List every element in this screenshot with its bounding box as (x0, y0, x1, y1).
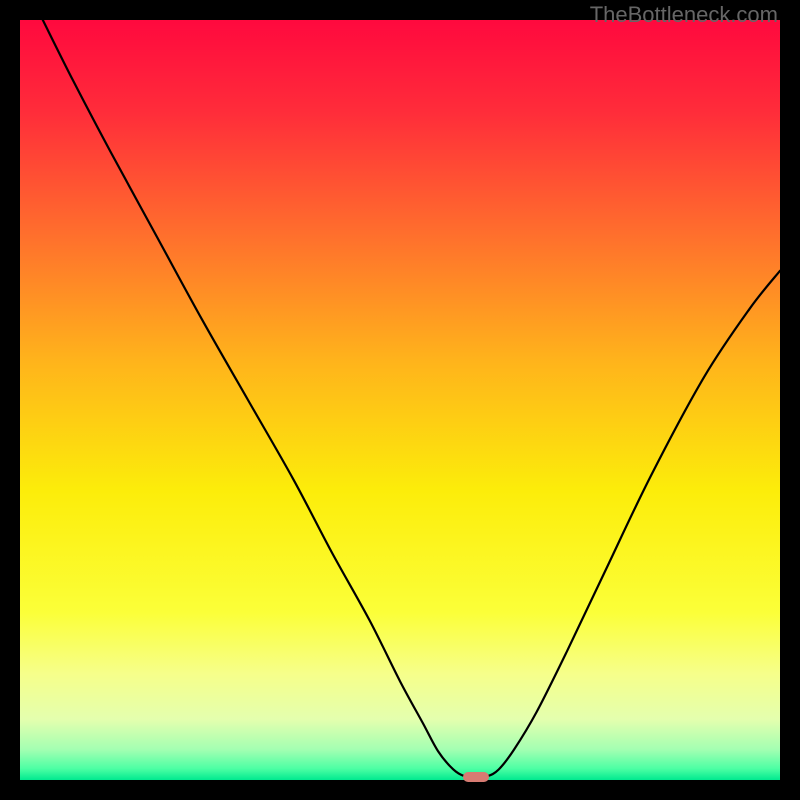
bottleneck-curve (43, 20, 780, 777)
bottleneck-curve-layer (20, 20, 780, 780)
optimum-marker (463, 772, 489, 783)
watermark-text: TheBottleneck.com (590, 2, 778, 28)
chart-frame: TheBottleneck.com (0, 0, 800, 800)
